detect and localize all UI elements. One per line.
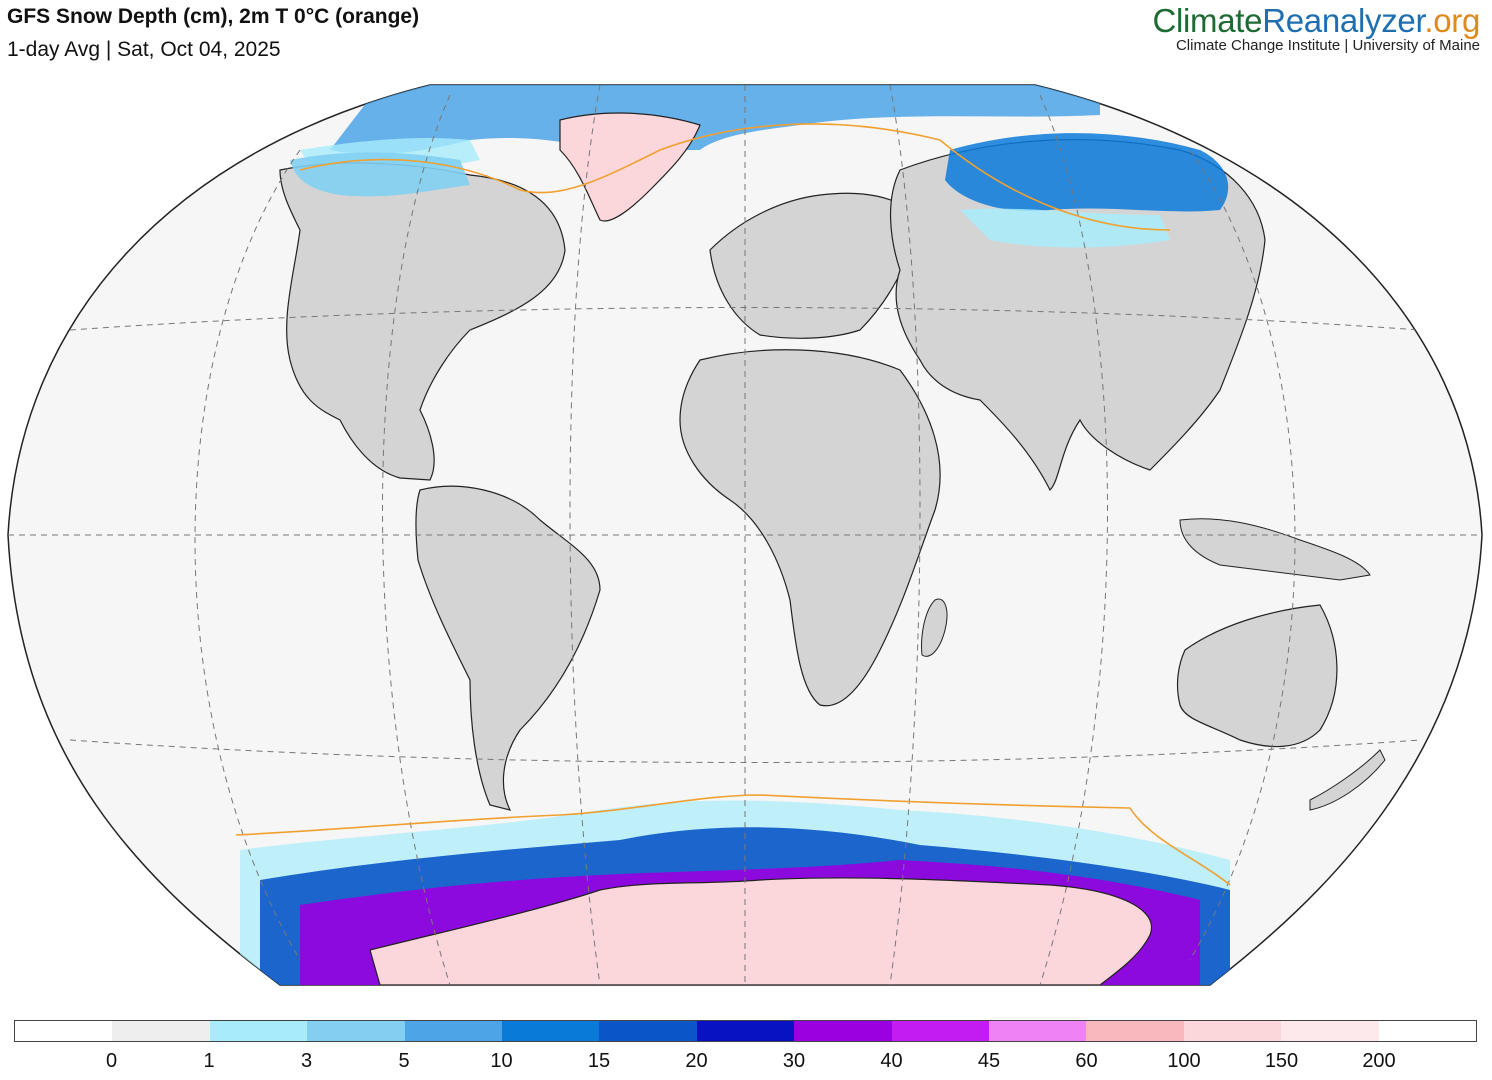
legend-tick-label: 150 [1264,1050,1299,1072]
legend-tick-label: 15 [587,1050,611,1072]
legend-tick-label: 20 [685,1050,708,1072]
freezing-line [235,123,1231,886]
legend-swatch [404,1021,503,1041]
legend-swatch [502,1021,600,1041]
brand-tagline: Climate Change Institute | University of… [1175,37,1480,54]
legend-swatch [1281,1021,1379,1041]
legend-swatch [599,1021,697,1041]
legend-tick-label: 5 [398,1050,410,1072]
map-subtitle: 1-day Avg | Sat, Oct 04, 2025 [7,38,281,61]
legend-tick-label: 45 [977,1050,1001,1072]
south-america [415,485,601,811]
siberia-snow [945,133,1229,212]
map-title: GFS Snow Depth (cm), 2m T 0°C (orange) [7,5,420,28]
legend-swatch [696,1021,795,1041]
indonesia [1179,518,1371,581]
legend-swatch [989,1021,1087,1041]
legend-swatch [891,1021,990,1041]
legend-tick-label: 3 [300,1050,313,1072]
graticule [8,85,1482,985]
legend-swatch [1086,1021,1184,1041]
legend-tick-label: 1 [203,1050,215,1072]
legend-swatch [1378,1021,1477,1041]
legend-tick-label: 40 [880,1050,903,1072]
australia [1176,604,1338,748]
world-map [7,84,1483,986]
legend-ticks: 0 1 3 5 10 15 20 30 40 45 60 100 150 200 [14,1050,1477,1074]
legend-tick-label: 60 [1075,1050,1098,1072]
legend-swatch [1183,1021,1282,1041]
brand-logo[interactable]: ClimateReanalyzer.org [1152,2,1480,39]
legend-tick-label: 100 [1167,1050,1201,1072]
legend-swatch [15,1021,113,1041]
legend-tick-label: 0 [105,1050,118,1072]
legend-tick-label: 200 [1362,1050,1396,1072]
siberia-snow-light [960,208,1170,248]
antarctica [369,877,1153,985]
legend-tick-label: 10 [490,1050,513,1072]
arctic-snow [330,85,1100,155]
new-zealand [1309,749,1386,811]
legend-swatch [307,1021,405,1041]
legend-swatch [112,1021,210,1041]
legend-tick-label: 30 [782,1050,806,1072]
greenland [559,112,701,222]
legend-swatch [209,1021,308,1041]
legend-swatch [794,1021,892,1041]
brand-block: ClimateReanalyzer.org Climate Change Ins… [1152,2,1480,54]
legend-color-bar [14,1020,1477,1042]
madagascar [921,598,948,657]
